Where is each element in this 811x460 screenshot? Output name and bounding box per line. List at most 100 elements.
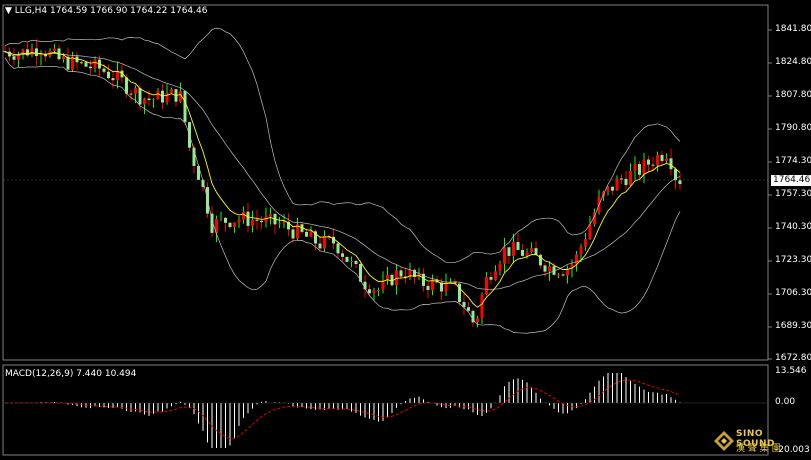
candle-body [579, 246, 583, 255]
candle-body [480, 294, 484, 319]
candle-body [12, 56, 16, 60]
candle-body [471, 310, 475, 323]
candle-body [165, 92, 169, 103]
candle-body [134, 88, 137, 94]
candle-body [354, 260, 358, 264]
candle-body [62, 56, 65, 60]
candle-body [615, 178, 619, 191]
candle-body [120, 70, 124, 78]
candle-body [408, 269, 412, 278]
candle-body [350, 260, 353, 262]
price-tick-label: 1672.80 [775, 353, 811, 363]
candle-body [228, 222, 232, 228]
candle-body [678, 180, 682, 185]
candle-body [138, 88, 142, 105]
candle-body [89, 66, 92, 69]
candle-body [656, 155, 659, 166]
candle-body [516, 242, 520, 251]
candle-body [561, 274, 565, 276]
candle-body [647, 159, 650, 165]
candle-body [179, 90, 182, 102]
candle-body [287, 221, 290, 230]
bollinger-mid [4, 51, 681, 290]
candle-body [336, 243, 340, 254]
candle-body [66, 56, 70, 70]
dropdown-icon[interactable]: ▼ [5, 6, 12, 16]
candle-body [674, 169, 677, 181]
candle-body [170, 89, 173, 93]
candle-body [629, 170, 632, 186]
price-tick-label: 1757.30 [775, 189, 811, 199]
candle-body [458, 283, 461, 302]
candle-body [341, 253, 344, 257]
price-tick-label: 1774.30 [775, 156, 811, 166]
candle-body [539, 254, 542, 266]
candle-body [156, 90, 160, 100]
candle-body [80, 62, 83, 64]
candle-body [588, 224, 592, 240]
candle-body [44, 54, 47, 57]
candle-body [503, 247, 506, 264]
candle-body [71, 56, 74, 70]
candle-body [390, 274, 394, 286]
candle-body [26, 49, 29, 56]
candle-body [305, 231, 308, 237]
candle-body [233, 222, 236, 228]
candle-body [593, 212, 596, 225]
candle-body [269, 213, 272, 217]
candle-body [399, 270, 403, 277]
bollinger-upper [4, 27, 681, 263]
candle-body [107, 71, 110, 79]
candle-body [476, 318, 479, 323]
candle-body [21, 49, 25, 55]
candle-body [498, 263, 502, 272]
macd-label: MACD(12,26,9) 7.440 10.494 [5, 369, 137, 379]
candle-body [309, 231, 313, 237]
candle-body [219, 217, 223, 219]
candle-body [192, 147, 196, 166]
moving-average-line [4, 51, 681, 308]
candle-body [332, 236, 335, 244]
candle-body [638, 164, 641, 175]
candle-body [651, 164, 655, 166]
candle-body [552, 266, 556, 275]
candle-body [489, 276, 493, 280]
candle-body [129, 93, 133, 95]
candle-body [246, 211, 250, 226]
candle-body [440, 282, 443, 292]
candle-body [566, 268, 569, 276]
candle-body [611, 186, 614, 191]
candle-body [530, 248, 533, 252]
candle-body [215, 218, 218, 233]
candle-body [201, 179, 205, 188]
candle-body [570, 264, 574, 269]
price-tick-label: 1723.30 [775, 255, 811, 265]
price-tick-label: 1841.80 [775, 24, 811, 34]
candle-body [404, 276, 407, 278]
candle-body [197, 165, 200, 180]
current-price-tag: 1764.46 [771, 175, 811, 186]
candle-body [210, 213, 214, 233]
sino-sound-logo: SINO SOUND 漢 聲 集 團 [714, 427, 804, 457]
candle-body [377, 289, 380, 291]
candle-body [152, 99, 155, 101]
candle-body [296, 224, 299, 239]
candle-body [345, 256, 349, 262]
candle-body [3, 51, 7, 53]
price-panel-frame [2, 4, 769, 361]
candle-body [237, 219, 241, 223]
candle-body [224, 217, 227, 223]
candle-body [633, 164, 637, 171]
candle-body [147, 98, 151, 101]
price-tick-label: 1790.80 [775, 123, 811, 133]
candle-body [665, 158, 668, 162]
candle-body [291, 229, 295, 239]
bollinger-lower [4, 57, 681, 334]
candle-body [521, 250, 524, 256]
candle-body [642, 159, 646, 175]
macd-tick-label: 0.00 [775, 397, 796, 407]
diamond-icon [714, 431, 734, 451]
candle-body [39, 54, 43, 57]
